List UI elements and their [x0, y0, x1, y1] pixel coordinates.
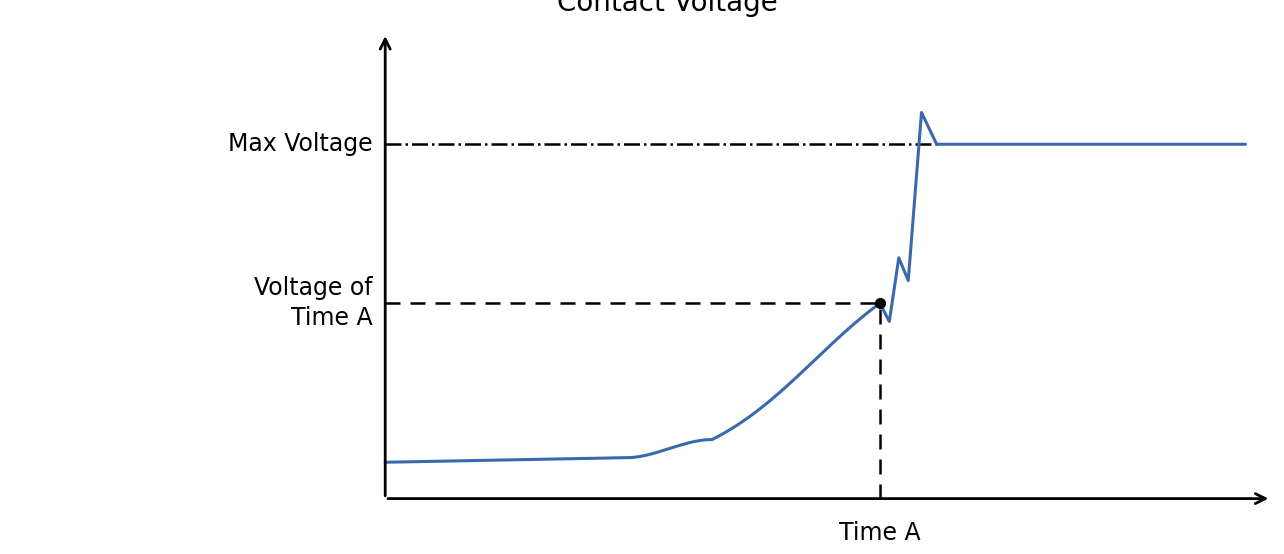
Text: Contact Voltage: Contact Voltage: [557, 0, 778, 17]
Text: Voltage of
Time A: Voltage of Time A: [254, 276, 372, 330]
Text: Time A: Time A: [838, 521, 921, 545]
Text: Max Voltage: Max Voltage: [227, 132, 372, 156]
